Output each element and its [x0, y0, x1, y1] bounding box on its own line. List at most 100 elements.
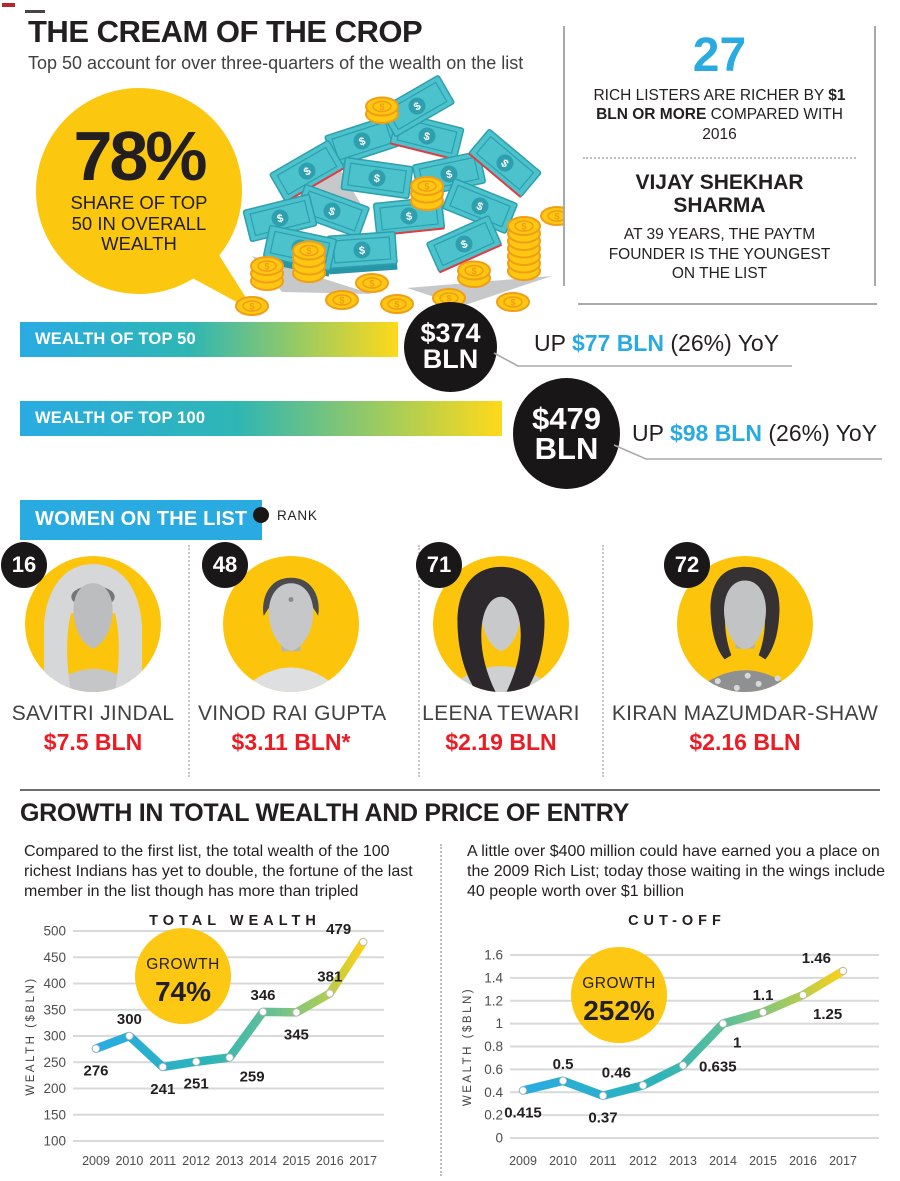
- svg-text:WEALTH ($BLN): WEALTH ($BLN): [462, 987, 474, 1106]
- svg-text:$: $: [554, 212, 559, 222]
- svg-text:2014: 2014: [709, 1154, 737, 1168]
- page-subtitle: Top 50 account for over three-quarters o…: [28, 53, 524, 73]
- fact-panel: 27 RICH LISTERS ARE RICHER BY $1 BLN OR …: [563, 26, 876, 286]
- fact-blurb: RICH LISTERS ARE RICHER BY $1 BLN OR MOR…: [591, 86, 848, 144]
- svg-text:$: $: [249, 302, 254, 312]
- svg-text:$: $: [264, 262, 269, 272]
- svg-text:500: 500: [43, 924, 66, 939]
- svg-text:$: $: [475, 200, 485, 213]
- share-caption: SHARE OF TOP 50 IN OVERALL WEALTH: [70, 191, 208, 255]
- svg-text:0.2: 0.2: [484, 1108, 503, 1123]
- svg-text:$: $: [327, 205, 337, 218]
- portrait-photo: [223, 556, 359, 692]
- svg-text:$: $: [471, 266, 476, 276]
- share-percent: 78%: [73, 116, 207, 195]
- portrait-photo: [25, 556, 161, 692]
- women-divider-3: [602, 545, 604, 777]
- svg-text:259: 259: [240, 1069, 265, 1086]
- print-artifact-dark: [25, 10, 45, 13]
- svg-text:2009: 2009: [509, 1154, 537, 1168]
- svg-text:2010: 2010: [549, 1154, 577, 1168]
- svg-text:350: 350: [43, 1002, 66, 1017]
- wealth-bar-top50-label: WEALTH OF TOP 50: [35, 330, 196, 348]
- growth-left-paragraph: Compared to the first list, the total we…: [24, 843, 413, 900]
- wealth-bar-top100-label: WEALTH OF TOP 100: [35, 409, 206, 427]
- woman-wealth: $7.5 BLN: [43, 729, 143, 755]
- svg-text:2013: 2013: [216, 1154, 244, 1168]
- svg-text:345: 345: [284, 1026, 309, 1043]
- growth-section-title: GROWTH IN TOTAL WEALTH AND PRICE OF ENTR…: [20, 799, 629, 827]
- svg-text:TOTAL WEALTH: TOTAL WEALTH: [149, 913, 321, 929]
- svg-text:$: $: [445, 168, 453, 181]
- svg-text:1.46: 1.46: [802, 950, 831, 967]
- person-name: VIJAY SHEKHAR SHARMA: [635, 171, 804, 218]
- svg-text:1.4: 1.4: [484, 970, 503, 985]
- svg-text:$: $: [302, 165, 313, 178]
- svg-text:$: $: [510, 298, 515, 308]
- svg-text:2012: 2012: [629, 1154, 657, 1168]
- page-title: THE CREAM OF THE CROP: [28, 14, 423, 49]
- svg-text:400: 400: [43, 976, 66, 991]
- svg-text:150: 150: [43, 1107, 66, 1122]
- svg-text:$: $: [379, 102, 384, 112]
- svg-text:250: 250: [43, 1055, 66, 1070]
- svg-text:$: $: [412, 100, 423, 113]
- svg-text:$: $: [459, 238, 469, 251]
- woman-name: LEENA TEWARI: [422, 702, 580, 725]
- svg-text:241: 241: [150, 1081, 175, 1098]
- growth-right-paragraph: A little over $400 million could have ea…: [467, 843, 886, 900]
- svg-text:100: 100: [43, 1134, 66, 1149]
- svg-text:0.8: 0.8: [484, 1039, 503, 1054]
- wealth-top50-value-circle: $374 BLN: [404, 302, 497, 392]
- svg-text:2015: 2015: [749, 1154, 777, 1168]
- svg-text:WEALTH ($BLN): WEALTH ($BLN): [25, 976, 37, 1095]
- callout-top100-value: $98 BLN: [669, 420, 762, 446]
- svg-text:1.1: 1.1: [753, 987, 774, 1004]
- women-divider-2: [418, 545, 420, 777]
- svg-text:450: 450: [43, 950, 66, 965]
- svg-text:$: $: [339, 296, 344, 306]
- svg-text:0.635: 0.635: [699, 1058, 737, 1075]
- svg-text:0: 0: [495, 1131, 503, 1146]
- wealth-bar-top50: WEALTH OF TOP 50: [20, 322, 398, 357]
- wealth-top100-unit: BLN: [534, 430, 599, 466]
- svg-text:2012: 2012: [182, 1154, 210, 1168]
- svg-text:1: 1: [733, 1035, 741, 1052]
- fact-blurb-prefix: RICH LISTERS ARE RICHER BY: [593, 87, 829, 104]
- woman-card-3: 71 LEENA TEWARI $2.19 BLN: [416, 542, 580, 756]
- svg-text:2010: 2010: [115, 1154, 143, 1168]
- women-divider-1: [188, 545, 190, 777]
- callout-top100-prefix: UP: [632, 420, 670, 446]
- svg-text:2014: 2014: [249, 1154, 277, 1168]
- svg-text:2011: 2011: [590, 1154, 617, 1168]
- svg-text:$: $: [276, 212, 285, 225]
- rank-legend: RANK: [253, 507, 318, 523]
- woman-card-4: 72 KIRAN MAZUMDAR-SHAW $2.16 BLN: [610, 542, 880, 756]
- callout-line-top100: [613, 444, 882, 460]
- wealth-top50-unit: BLN: [422, 344, 479, 374]
- wealth-bar-top100: WEALTH OF TOP 100: [20, 401, 502, 436]
- woman-card-2: 48 VINOD RAI GUPTA $3.11 BLN*: [198, 542, 386, 756]
- svg-text:251: 251: [184, 1076, 209, 1093]
- svg-text:1.2: 1.2: [484, 993, 503, 1008]
- fact-blurb-bold: $1 BLN OR MORE: [596, 87, 846, 124]
- woman-name: KIRAN MAZUMDAR-SHAW: [611, 702, 879, 725]
- svg-text:2015: 2015: [282, 1154, 310, 1168]
- woman-name: SAVITRI JINDAL: [11, 702, 175, 725]
- callout-top50-value: $77 BLN: [571, 330, 664, 356]
- svg-text:300: 300: [43, 1029, 66, 1044]
- callout-top100: UP $98 BLN (26%) YoY: [632, 420, 877, 447]
- callout-top50-prefix: UP: [534, 330, 572, 356]
- total-wealth-chart: TOTAL WEALTH WEALTH ($BLN) 100 150 200 250 300…: [25, 913, 384, 1168]
- callout-line-top50: [493, 352, 792, 367]
- svg-text:1: 1: [495, 1016, 503, 1031]
- svg-text:$: $: [521, 222, 526, 232]
- share-bubble: 78% SHARE OF TOP 50 IN OVERALL WEALTH: [36, 88, 242, 294]
- rank-badge: 16: [1, 542, 47, 588]
- svg-text:276: 276: [83, 1063, 108, 1080]
- svg-text:$: $: [373, 173, 381, 186]
- svg-text:346: 346: [250, 987, 275, 1004]
- person-desc: AT 39 YEARS, THE PAYTM FOUNDER IS THE YO…: [608, 226, 831, 283]
- fact-number: 27: [692, 29, 747, 82]
- print-artifact-red: [2, 3, 15, 7]
